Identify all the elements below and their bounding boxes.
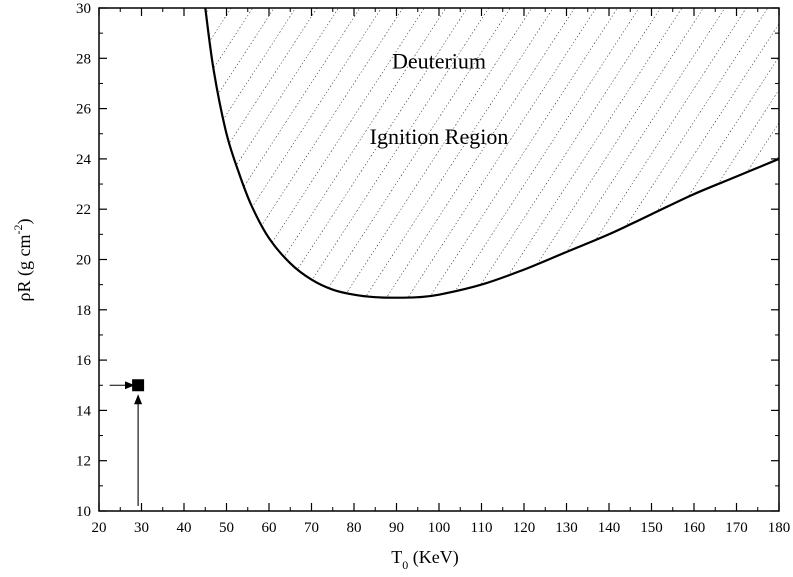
y-tick-label: 28: [76, 51, 91, 67]
x-tick-label: 20: [92, 520, 107, 536]
y-axis-title-main: ρR (g cm: [14, 235, 35, 302]
y-tick-label: 16: [76, 353, 92, 369]
y-tick-label: 26: [76, 102, 92, 118]
x-tick-label: 90: [389, 520, 404, 536]
y-tick-label: 20: [76, 253, 91, 269]
x-tick-label: 110: [471, 520, 493, 536]
y-tick-label: 24: [76, 152, 92, 168]
x-axis-title-rest: (KeV): [408, 547, 458, 568]
data-marker-square: [132, 379, 145, 392]
y-axis-ticks: 10 12 14 16 18 20 22 24 26 28 30: [76, 1, 779, 520]
x-tick-label: 100: [428, 520, 451, 536]
x-tick-label: 40: [177, 520, 192, 536]
x-tick-label: 180: [768, 520, 791, 536]
x-tick-label: 50: [219, 520, 234, 536]
x-tick-label: 170: [725, 520, 748, 536]
x-tick-label: 130: [555, 520, 578, 536]
y-tick-label: 10: [76, 504, 91, 520]
x-tick-label: 120: [513, 520, 536, 536]
annotation-deuterium: Deuterium: [392, 48, 486, 73]
y-tick-label: 22: [76, 202, 91, 218]
x-axis-title-main: T: [391, 547, 402, 567]
ignition-region-hatch: [205, 8, 779, 298]
x-tick-label: 150: [640, 520, 663, 536]
x-tick-label: 70: [304, 520, 319, 536]
x-tick-label: 140: [598, 520, 621, 536]
y-axis-title-sup: -2: [11, 225, 25, 235]
x-tick-label: 30: [134, 520, 149, 536]
x-tick-label: 160: [683, 520, 706, 536]
x-axis-ticks: 20 30 40 50 60 70 80 90 100 110 120 130 140 150 160 170…: [92, 8, 791, 536]
y-tick-label: 14: [76, 403, 92, 419]
x-tick-label: 80: [347, 520, 362, 536]
ignition-boundary-line: [204, 8, 779, 299]
y-axis-title: ρR (g cm-2): [11, 219, 35, 302]
annotation-ignition-region: Ignition Region: [370, 124, 509, 149]
x-axis-title: T0 (KeV): [391, 547, 458, 572]
y-axis-title-close: ): [14, 219, 35, 225]
x-tick-label: 60: [262, 520, 277, 536]
y-tick-label: 18: [76, 303, 91, 319]
y-tick-label: 12: [76, 454, 91, 470]
x-axis-title-sub: 0: [402, 558, 408, 572]
y-tick-label: 30: [76, 1, 91, 17]
